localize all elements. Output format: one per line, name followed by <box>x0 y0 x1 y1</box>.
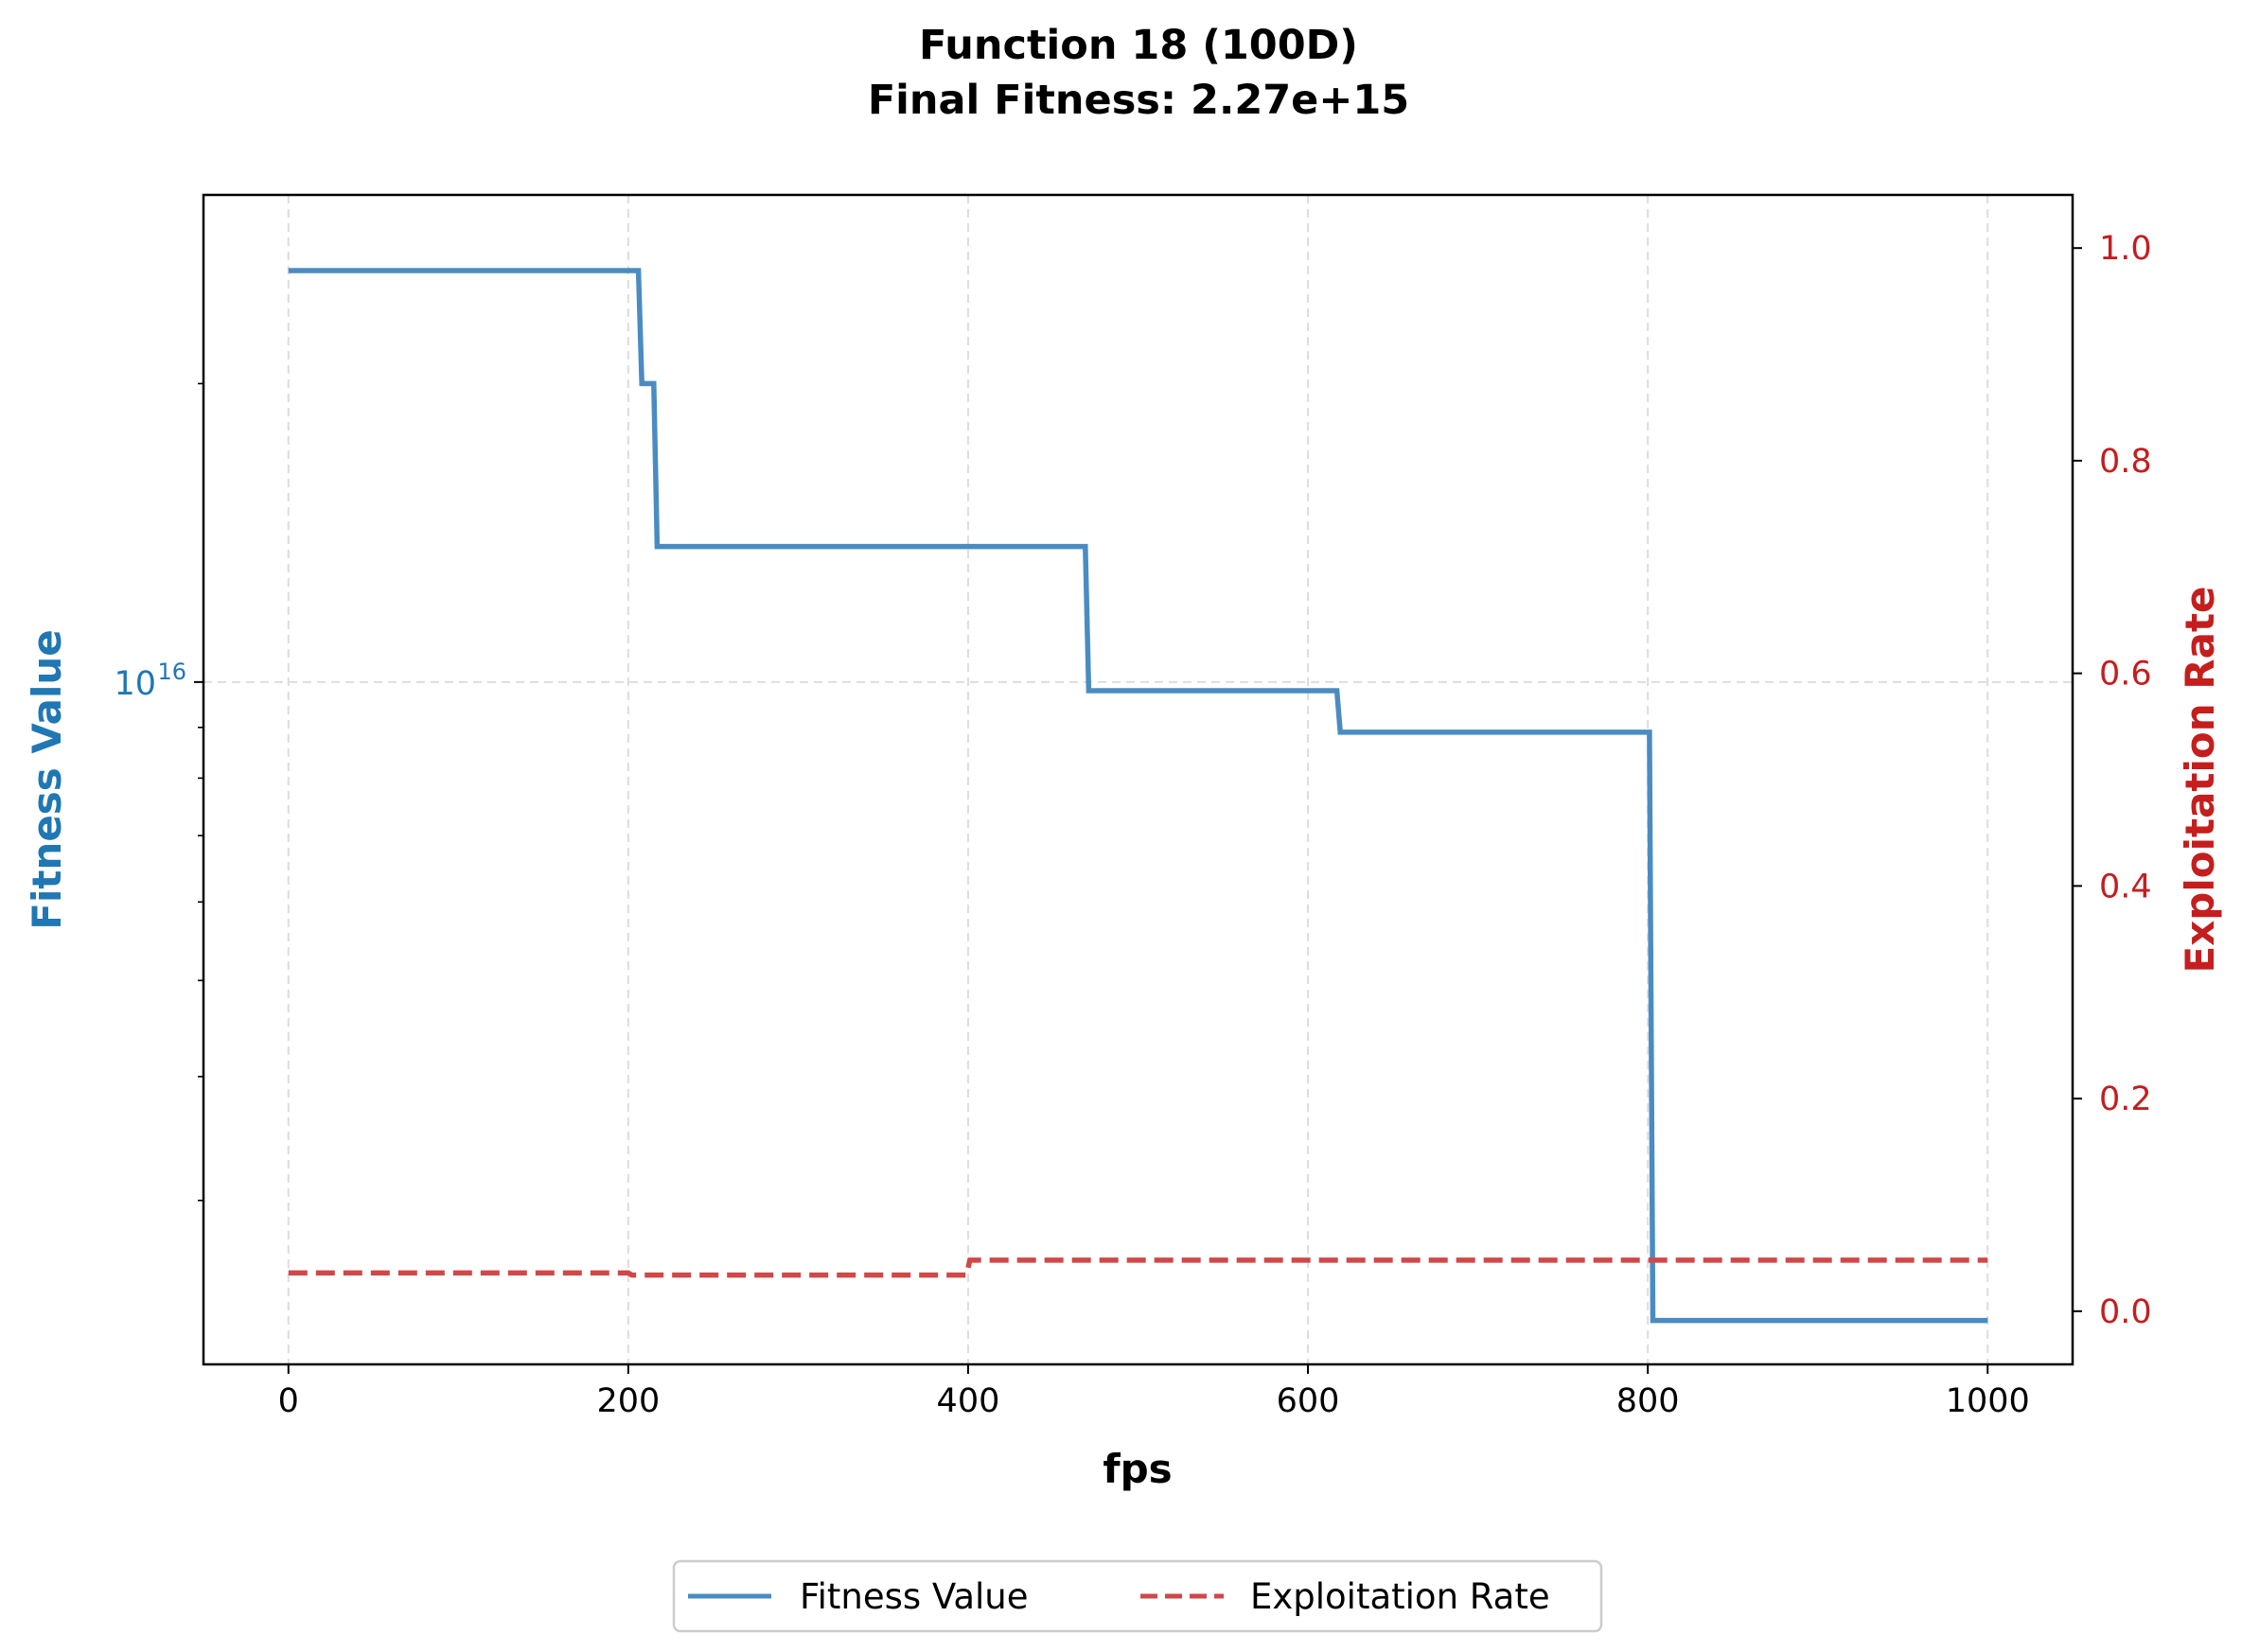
chart-title: Function 18 (100D) <box>919 22 1358 69</box>
y-left-tick-label: 10 <box>114 665 156 703</box>
legend-label-fitness: Fitness Value <box>800 1576 1029 1617</box>
y-right-tick-label: 0.0 <box>2099 1293 2152 1331</box>
y-right-tick-label: 0.2 <box>2099 1081 2152 1118</box>
x-tick-label: 400 <box>937 1382 1000 1420</box>
y-right-tick-label: 0.4 <box>2099 868 2152 905</box>
fitness-value-line <box>288 268 1988 1324</box>
exploitation-rate-line <box>288 1257 1988 1278</box>
plot-frame <box>202 193 2074 1366</box>
chart-subtitle: Final Fitness: 2.27e+15 <box>868 77 1409 124</box>
y-left-tick-exponent: 16 <box>157 659 186 685</box>
y-right-tick-label: 0.8 <box>2099 443 2152 481</box>
y-right-tick-label: 0.6 <box>2099 656 2152 694</box>
y-right-tick-label: 1.0 <box>2099 230 2152 268</box>
y-left-axis-label: Fitness Value <box>24 629 70 930</box>
legend-label-exploitation: Exploitation Rate <box>1250 1576 1550 1617</box>
x-tick-label: 600 <box>1277 1382 1340 1420</box>
x-tick-label: 200 <box>596 1382 660 1420</box>
grid <box>203 195 2073 1364</box>
legend-box <box>672 1559 1603 1633</box>
x-tick-label: 0 <box>278 1382 299 1420</box>
x-tick-label: 800 <box>1616 1382 1680 1420</box>
plot-area <box>288 268 1988 1324</box>
y-right-axis-label: Exploitation Rate <box>2177 586 2223 973</box>
x-tick-label: 1000 <box>1946 1382 2030 1420</box>
axes: 0 200 400 600 800 1000 10 16 0.0 0.2 0.4 0.6 0.8 1.0 <box>114 230 2151 1420</box>
legend: Fitness Value Exploitation Rate <box>672 1559 1603 1633</box>
x-axis-label: fps <box>1103 1446 1172 1492</box>
